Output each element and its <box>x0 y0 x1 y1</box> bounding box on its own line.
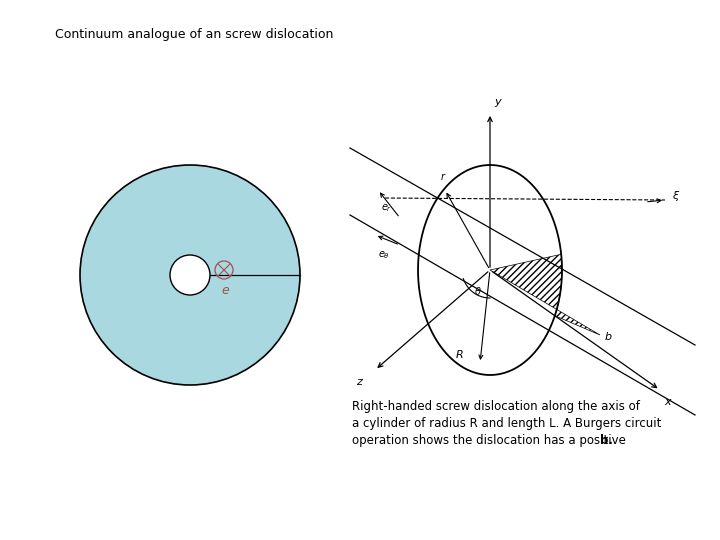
Circle shape <box>80 165 300 385</box>
Text: b.: b. <box>600 434 613 447</box>
Text: $e_r$: $e_r$ <box>381 202 392 214</box>
Text: z: z <box>356 377 362 387</box>
Text: Continuum analogue of an screw dislocation: Continuum analogue of an screw dislocati… <box>55 28 333 41</box>
Text: y: y <box>494 97 500 107</box>
Text: x: x <box>665 397 671 407</box>
Text: R: R <box>456 350 464 360</box>
Circle shape <box>170 255 210 295</box>
Text: $\theta$: $\theta$ <box>474 285 482 297</box>
Text: Right-handed screw dislocation along the axis of: Right-handed screw dislocation along the… <box>352 400 640 413</box>
Text: $e_\theta$: $e_\theta$ <box>378 249 390 261</box>
Text: b: b <box>605 332 612 342</box>
Text: a cylinder of radius R and length L. A Burgers circuit: a cylinder of radius R and length L. A B… <box>352 417 662 430</box>
Text: operation shows the dislocation has a positive: operation shows the dislocation has a po… <box>352 434 629 447</box>
Text: r: r <box>441 172 445 182</box>
Text: e: e <box>221 284 229 297</box>
Text: $\xi$: $\xi$ <box>672 189 680 203</box>
